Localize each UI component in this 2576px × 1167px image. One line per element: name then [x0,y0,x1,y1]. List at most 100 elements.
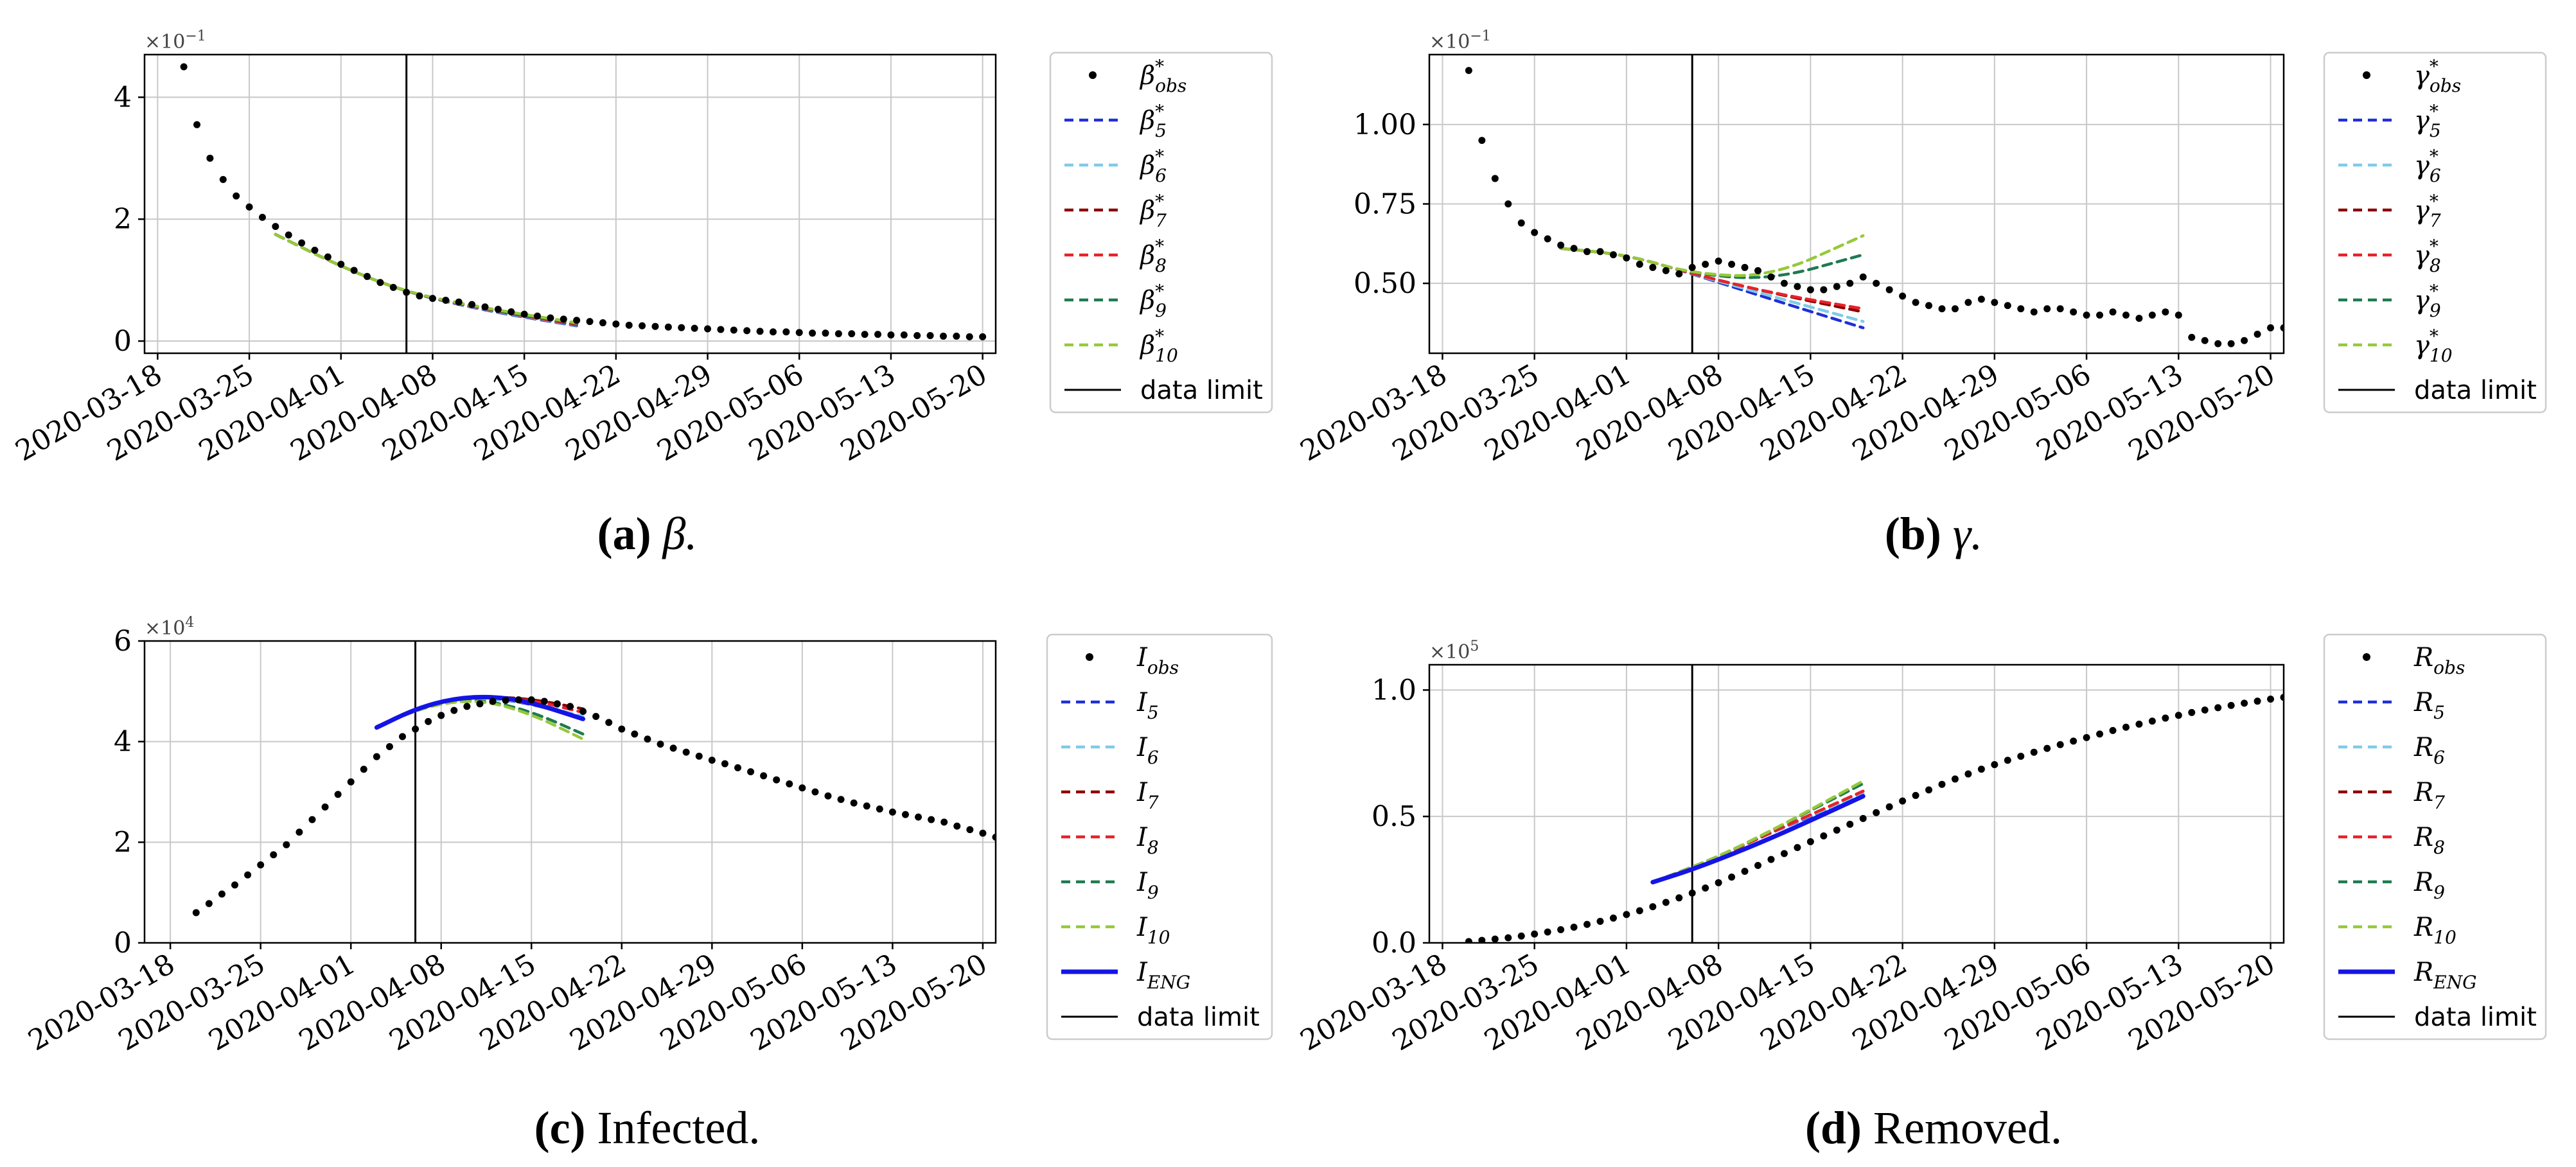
obs-point [1531,930,1539,938]
obs-point [180,63,188,71]
obs-point [321,803,329,811]
obs-point [1846,279,1854,287]
obs-point [296,829,303,836]
obs-point [403,288,410,296]
obs-point [966,826,974,834]
obs-point [502,696,509,704]
obs-point [876,805,883,813]
obs-point [2043,744,2051,752]
obs-point [1991,299,1998,306]
obs-point [2148,717,2156,725]
series-line-s6 [274,233,578,327]
obs-point [888,808,896,816]
obs-point [2214,340,2222,347]
obs-point [1741,263,1749,271]
obs-points [1465,694,2284,943]
grid [1429,55,2284,353]
obs-point [953,332,960,340]
y-tick-label: 4 [114,81,132,114]
panel-caption: (a) β. [597,508,698,559]
obs-point [270,851,278,859]
obs-point [913,331,921,339]
obs-point [1951,775,1959,783]
legend-marker-obs [2363,653,2370,661]
y-tick-label: 4 [114,726,132,759]
obs-point [1794,844,1801,852]
obs-point [1767,856,1775,863]
obs-point [1885,286,1893,294]
obs-point [599,319,606,327]
obs-point [1609,914,1617,922]
legend-label: γ* 6 [2414,146,2441,186]
obs-point [1491,935,1499,943]
obs-point [520,310,528,318]
obs-point [682,748,690,756]
y-tick-label: 0.0 [1372,927,1416,960]
legend-label: R8 [2413,823,2445,858]
legend-box [2323,51,2547,414]
obs-point [468,301,476,308]
obs-point [373,753,380,760]
obs-points [180,63,987,340]
obs-point [399,733,407,741]
obs-point [2306,324,2313,331]
chart-panel-gamma: 0.500.751.002020-03-182020-03-252020-04-… [1295,28,2547,559]
axis-multiplier: ×10−1 [1429,28,1491,53]
obs-point [901,811,909,818]
obs-point [347,778,355,785]
obs-point [979,333,987,340]
legend-label: Iobs [1136,643,1179,678]
obs-point [2122,311,2130,319]
obs-point [798,784,806,792]
legend-label: I8 [1136,823,1159,858]
obs-point [192,909,200,917]
obs-point [1859,814,1867,822]
obs-point [2254,698,2261,705]
obs-point [1925,302,1933,310]
obs-point [2175,712,2182,719]
obs-point [442,296,450,304]
axis-multiplier: ×105 [1429,638,1479,663]
obs-point [1649,263,1657,271]
obs-point [979,829,987,837]
obs-point [717,326,725,333]
obs-point [1846,820,1854,828]
legend-label: I5 [1136,688,1159,723]
obs-point [560,315,567,323]
obs-point [350,267,358,274]
obs-point [311,247,319,254]
obs-point [376,279,384,286]
plot-frame [143,53,997,355]
y-tick-label: 0.50 [1354,267,1416,300]
obs-point [2267,324,2275,331]
axis-multiplier: ×10−1 [145,28,206,53]
obs-point [2109,308,2117,316]
obs-point [489,698,497,705]
obs-point [1912,792,1919,800]
obs-point [1465,67,1472,75]
legend-label: γ* 5 [2414,101,2441,141]
legend-label: IENG [1136,958,1190,993]
legend-marker-obs [2363,71,2370,79]
obs-point [412,725,419,733]
obs-point [992,834,996,841]
chart-panel-infected: 02462020-03-182020-03-252020-04-012020-0… [22,615,1273,1154]
obs-point [244,871,252,879]
obs-point [2017,752,2025,760]
obs-point [915,813,922,821]
obs-point [2056,741,2064,748]
obs-point [811,788,819,796]
legend-label: I7 [1136,778,1159,813]
obs-point [1951,305,1959,313]
legend-label: I9 [1136,868,1159,903]
legend-label: β* 7 [1139,191,1167,231]
y-tick-label: 1.00 [1354,109,1416,141]
obs-point [730,326,737,334]
obs-point [1820,832,1828,839]
plot-area [1465,55,2313,353]
obs-point [2056,305,2064,313]
obs-point [822,329,829,337]
obs-point [900,331,908,339]
obs-point [809,329,816,337]
